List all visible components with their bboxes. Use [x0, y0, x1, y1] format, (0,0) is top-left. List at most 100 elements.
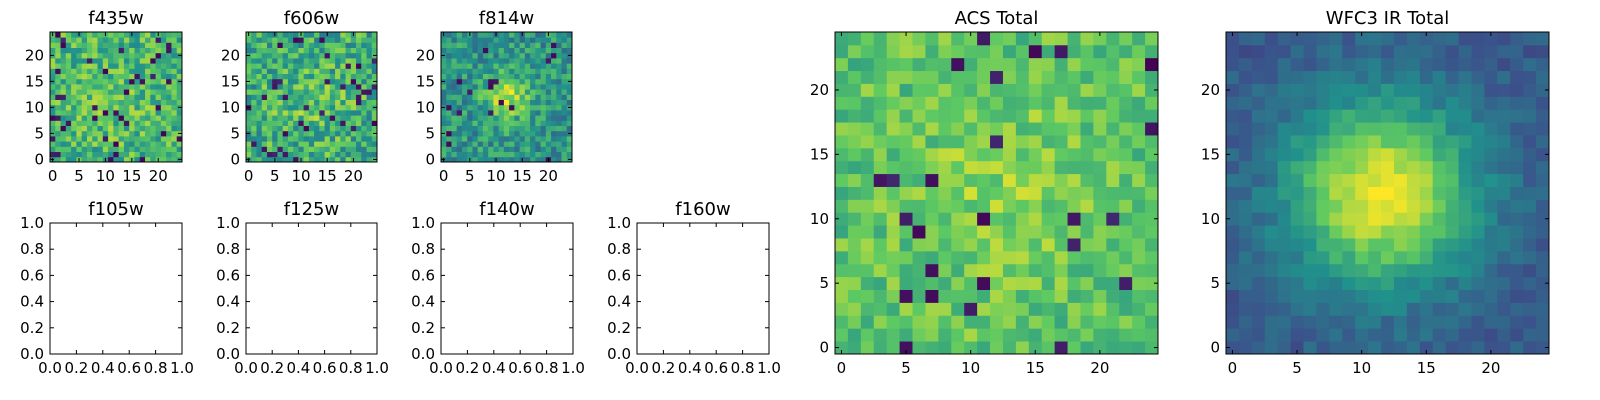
heatmap-cell	[509, 52, 515, 59]
heatmap-cell	[86, 58, 93, 64]
heatmap-cell	[324, 89, 331, 95]
heatmap-cell	[1393, 32, 1408, 46]
heatmap-cell	[535, 58, 541, 64]
heatmap-cell	[1316, 289, 1330, 303]
heatmap-cell	[1458, 83, 1472, 97]
heatmap-cell	[176, 89, 183, 95]
heatmap-cell	[86, 104, 93, 111]
heatmap-cell	[467, 42, 473, 48]
heatmap-cell	[65, 58, 72, 64]
heatmap-cell	[1484, 109, 1498, 123]
heatmap-cell	[535, 146, 541, 152]
heatmap-cell	[65, 99, 72, 106]
heatmap-cell	[1355, 160, 1369, 175]
heatmap-cell	[1145, 199, 1159, 213]
heatmap-cell	[1432, 147, 1447, 162]
heatmap-cell	[530, 42, 536, 48]
heatmap-cell	[340, 156, 346, 163]
heatmap-cell	[514, 58, 520, 64]
heatmap-cell	[139, 120, 146, 126]
heatmap-cell	[530, 120, 536, 126]
heatmap-cell	[1510, 186, 1524, 200]
heatmap-cell	[847, 199, 862, 213]
heatmap-cell	[1393, 57, 1408, 72]
heatmap-cell	[938, 186, 952, 200]
heatmap-cell	[1329, 250, 1343, 265]
p-f814w-heatmap	[441, 32, 573, 163]
heatmap-cell	[509, 73, 515, 80]
heatmap-cell	[990, 315, 1004, 329]
heatmap-cell	[847, 238, 862, 252]
heatmap-cell	[509, 115, 515, 121]
heatmap-cell	[503, 84, 510, 90]
heatmap-cell	[256, 141, 263, 147]
heatmap-cell	[477, 156, 484, 163]
heatmap-cell	[60, 146, 67, 152]
heatmap-cell	[1002, 57, 1017, 72]
heatmap-cell	[1002, 135, 1017, 149]
heatmap-cell	[366, 156, 373, 163]
heatmap-cell	[493, 37, 500, 43]
heatmap-cell	[350, 52, 357, 59]
heatmap-cell	[340, 141, 346, 147]
heatmap-cell	[282, 37, 289, 43]
heatmap-cell	[1132, 328, 1146, 342]
heatmap-cell	[938, 212, 952, 226]
heatmap-cell	[977, 70, 991, 84]
x-tick-label: 0.4	[286, 359, 310, 377]
heatmap-cell	[287, 125, 294, 132]
heatmap-cell	[1471, 250, 1485, 265]
heatmap-cell	[1303, 289, 1317, 303]
heatmap-cell	[171, 89, 178, 95]
heatmap-cell	[1497, 302, 1511, 316]
heatmap-cell	[171, 156, 178, 163]
heatmap-cell	[71, 125, 77, 132]
heatmap-cell	[129, 130, 135, 137]
heatmap-cell	[1316, 250, 1330, 265]
heatmap-cell	[938, 70, 952, 84]
heatmap-cell	[1264, 341, 1279, 355]
heatmap-cell	[314, 156, 320, 163]
heatmap-cell	[371, 32, 378, 38]
heatmap-cell	[266, 52, 273, 59]
heatmap-cell	[145, 110, 151, 116]
heatmap-cell	[545, 47, 552, 54]
heatmap-cell	[55, 89, 61, 95]
heatmap-cell	[108, 94, 114, 100]
heatmap-cell	[361, 115, 367, 121]
heatmap-cell	[1510, 83, 1524, 97]
heatmap-cell	[345, 42, 352, 48]
heatmap-cell	[1132, 250, 1146, 265]
heatmap-cell	[1484, 212, 1498, 226]
heatmap-cell	[171, 120, 178, 126]
heatmap-cell	[60, 37, 67, 43]
heatmap-cell	[535, 84, 541, 90]
heatmap-cell	[1015, 302, 1030, 316]
heatmap-cell	[102, 110, 109, 116]
heatmap-cell	[1342, 315, 1356, 329]
heatmap-cell	[102, 73, 109, 80]
heatmap-cell	[145, 104, 151, 111]
heatmap-cell	[1316, 109, 1330, 123]
heatmap-cell	[1458, 212, 1472, 226]
heatmap-cell	[335, 68, 341, 74]
heatmap-cell	[113, 63, 120, 69]
y-tick-label: 5	[1210, 274, 1220, 292]
heatmap-cell	[134, 151, 141, 158]
heatmap-cell	[1471, 315, 1485, 329]
heatmap-cell	[482, 42, 489, 48]
heatmap-cell	[1106, 199, 1120, 213]
heatmap-cell	[356, 125, 362, 132]
heatmap-cell	[1093, 173, 1107, 187]
heatmap-cell	[1015, 160, 1030, 175]
heatmap-cell	[1355, 263, 1369, 278]
heatmap-cell	[1093, 186, 1107, 200]
heatmap-cell	[160, 130, 167, 137]
heatmap-cell	[76, 120, 83, 126]
heatmap-cell	[561, 42, 568, 48]
heatmap-cell	[108, 37, 114, 43]
heatmap-cell	[509, 58, 515, 64]
heatmap-cell	[145, 84, 151, 90]
heatmap-cell	[335, 89, 341, 95]
heatmap-cell	[1406, 160, 1421, 175]
